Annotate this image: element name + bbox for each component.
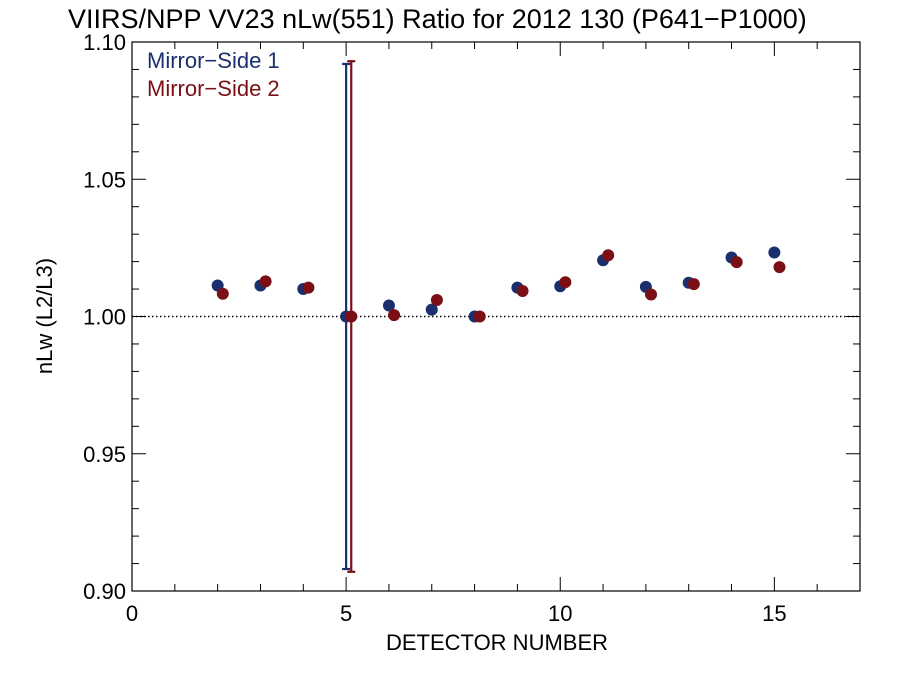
data-point-2 <box>388 309 401 322</box>
legend-entry: Mirror−Side 2 <box>147 76 280 101</box>
data-point-2 <box>430 294 443 307</box>
data-point-1 <box>382 299 395 312</box>
x-axis-label: DETECTOR NUMBER <box>386 630 608 655</box>
data-point-2 <box>345 310 358 323</box>
data-point-2 <box>302 281 315 294</box>
y-tick-label: 0.90 <box>83 579 126 604</box>
y-tick-label: 0.95 <box>83 442 126 467</box>
data-point-2 <box>216 287 229 300</box>
y-tick-label: 1.10 <box>83 30 126 55</box>
data-point-2 <box>473 310 486 323</box>
data-point-2 <box>259 275 272 288</box>
axes-layer: 0 5 10 15 0.90 0.95 1.00 1.05 1.10 <box>83 30 861 626</box>
data-point-2 <box>687 278 700 291</box>
data-point-2 <box>645 288 658 301</box>
x-tick-label: 5 <box>340 601 352 626</box>
data-point-2 <box>730 256 743 269</box>
data-point-2 <box>516 284 529 297</box>
data-point-2 <box>773 261 786 274</box>
points-layer <box>211 246 786 323</box>
chart-title: VIIRS/NPP VV23 nLw(551) Ratio for 2012 1… <box>68 4 807 34</box>
x-tick-label: 0 <box>126 601 138 626</box>
data-point-2 <box>602 249 615 262</box>
y-axis-label: nLw (L2/L3) <box>32 258 57 374</box>
y-tick-label: 1.05 <box>83 167 126 192</box>
data-point-2 <box>559 276 572 289</box>
data-point-1 <box>425 303 438 316</box>
x-tick-label: 10 <box>548 601 572 626</box>
data-point-1 <box>768 246 781 259</box>
y-tick-label: 1.00 <box>83 305 126 330</box>
legend: Mirror−Side 1 Mirror−Side 2 <box>147 48 280 101</box>
x-tick-label: 15 <box>762 601 786 626</box>
legend-entry: Mirror−Side 1 <box>147 48 280 73</box>
